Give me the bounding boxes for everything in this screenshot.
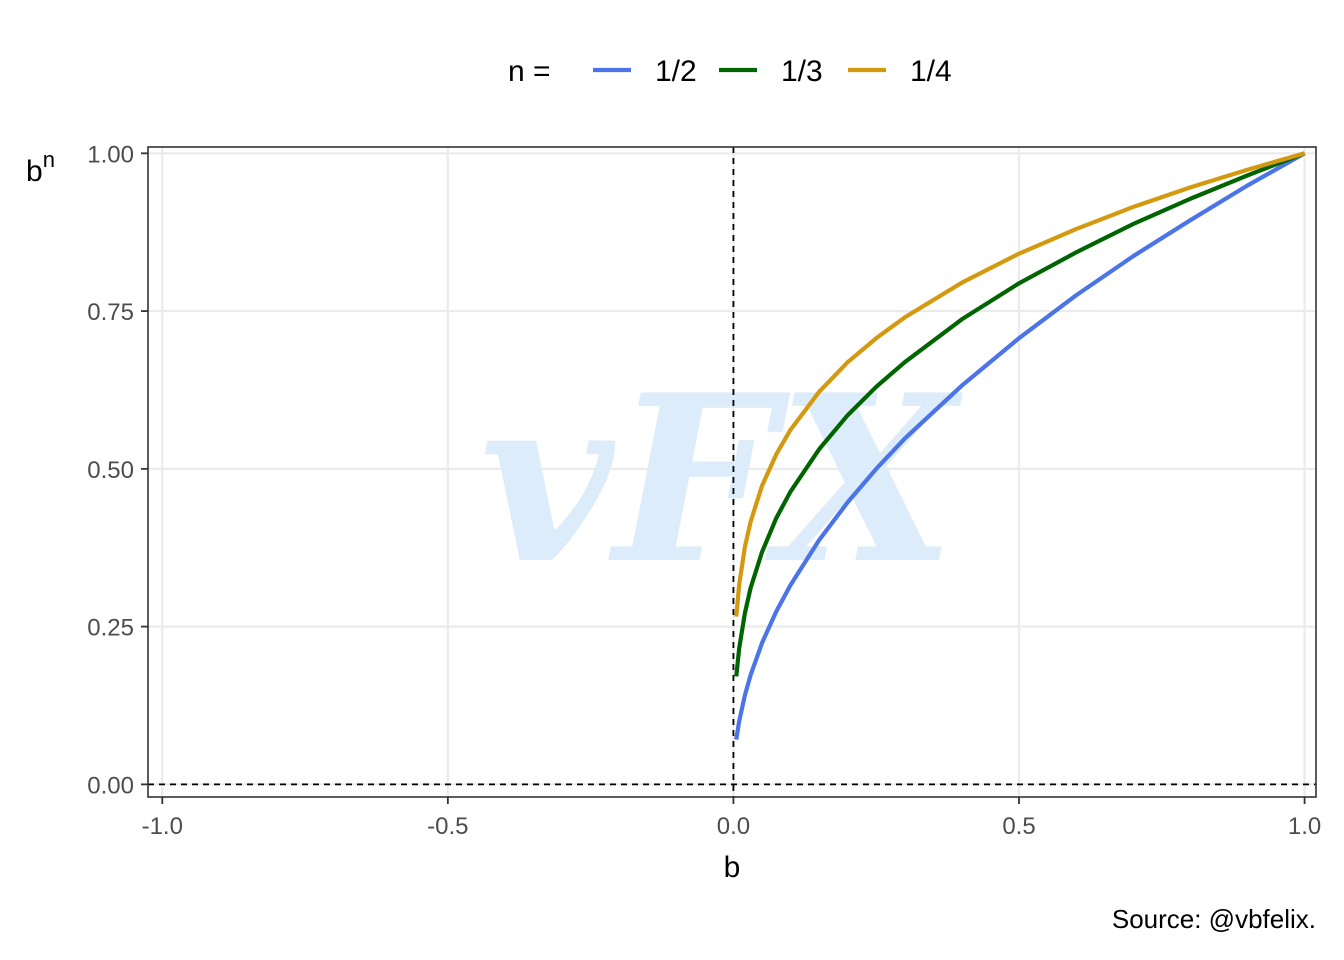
x-axis-title: b [724, 851, 741, 884]
legend: n = 1/2 1/3 1/4 [508, 55, 952, 88]
watermark: vFX [480, 345, 963, 615]
y-tick-label-2: 0.50 [87, 457, 134, 484]
y-axis-title: bn [26, 147, 55, 188]
series-line-2 [734, 151, 1306, 677]
y-tick-label-4: 1.00 [87, 141, 134, 168]
y-axis-title-base: b [26, 155, 43, 188]
x-tick-label-1: -0.5 [427, 813, 468, 840]
series-line-3 [734, 151, 1306, 617]
x-tick-label-0: -1.0 [142, 813, 183, 840]
x-tick-label-3: 0.5 [1002, 813, 1035, 840]
series-lines [734, 151, 1306, 740]
legend-label-1: 1/2 [655, 55, 697, 88]
grid [148, 147, 1316, 797]
legend-title: n = [508, 55, 551, 88]
caption: Source: @vbfelix. [1112, 904, 1316, 934]
y-tick-label-0: 0.00 [87, 772, 134, 799]
y-axis: 0.00 0.25 0.50 0.75 1.00 [87, 141, 148, 799]
legend-label-2: 1/3 [781, 55, 823, 88]
x-axis: -1.0 -0.5 0.0 0.5 1.0 [142, 797, 1321, 840]
x-tick-label-4: 1.0 [1288, 813, 1321, 840]
y-tick-label-1: 0.25 [87, 615, 134, 642]
plot-panel: vFX [147, 146, 1317, 798]
x-tick-label-2: 0.0 [717, 813, 750, 840]
y-tick-label-3: 0.75 [87, 299, 134, 326]
y-axis-title-exponent: n [43, 147, 55, 172]
series-line-1 [734, 151, 1306, 740]
reference-lines [148, 147, 1316, 797]
legend-label-3: 1/4 [910, 55, 952, 88]
panel-background [148, 147, 1316, 797]
panel-border [147, 146, 1317, 798]
